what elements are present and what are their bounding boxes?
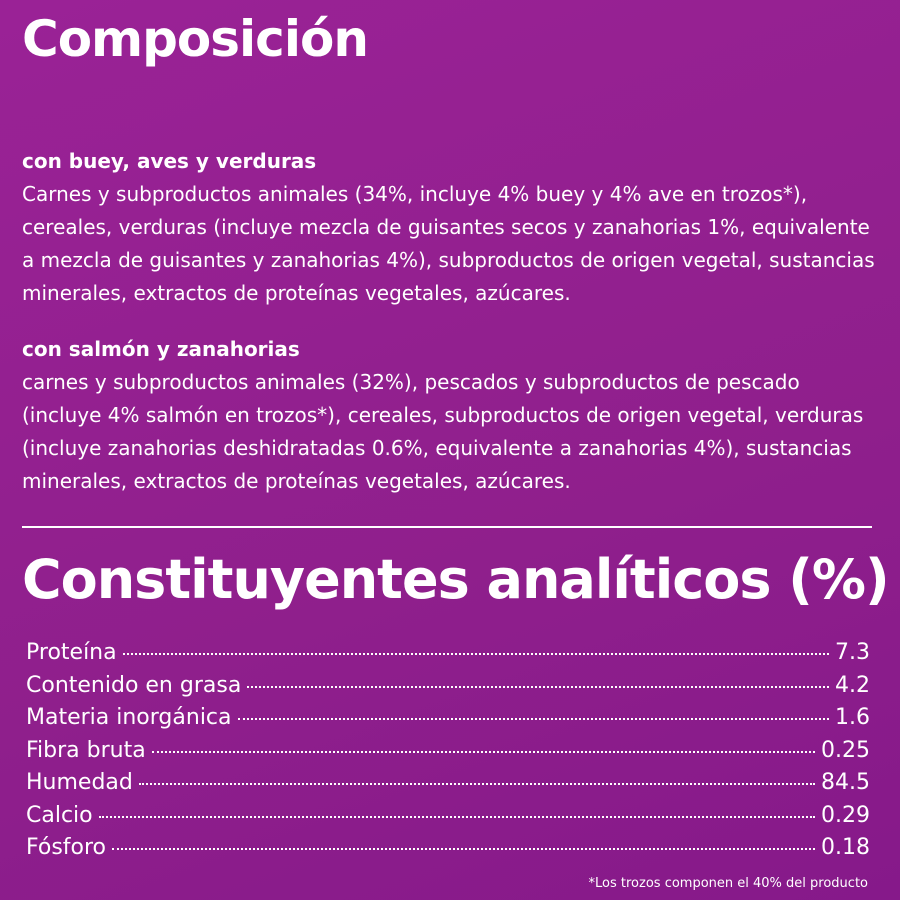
row-value: 4.2 (835, 672, 870, 698)
row-label: Contenido en grasa (26, 672, 242, 698)
analysis-title: Constituyentes analíticos (%) (22, 548, 890, 611)
divider (22, 526, 872, 528)
row-value: 7.3 (835, 640, 870, 665)
composition-section: con buey, aves y verduras Carnes y subpr… (22, 145, 882, 310)
row-label: Fósforo (26, 835, 107, 860)
composition-title: Composición (22, 10, 369, 68)
dot-leader (122, 653, 829, 655)
dot-leader (112, 848, 816, 850)
row-label: Proteína (26, 640, 117, 665)
section-text: carnes y subproductos animales (32%), pe… (22, 370, 864, 493)
analysis-row: Materia inorgánica 1.6 (26, 705, 870, 738)
analysis-row: Contenido en grasa 4.2 (26, 673, 870, 706)
analysis-row: Calcio 0.29 (26, 803, 870, 836)
dot-leader (247, 685, 829, 688)
row-value: 0.29 (821, 802, 870, 828)
row-label: Fibra bruta (26, 737, 146, 763)
row-value: 84.5 (821, 770, 870, 795)
row-value: 1.6 (835, 705, 870, 730)
footnote: *Los trozos componen el 40% del producto (588, 876, 868, 891)
section-text: Carnes y subproductos animales (34%, inc… (22, 182, 875, 305)
analysis-table: Proteína 7.3 Contenido en grasa 4.2 Materia … (26, 640, 870, 868)
dot-leader (138, 783, 816, 785)
analysis-row: Fibra bruta 0.25 (26, 738, 870, 771)
dot-leader (151, 750, 816, 753)
section-heading: con buey, aves y verduras (22, 149, 317, 173)
row-value: 0.18 (821, 835, 870, 860)
row-label: Materia inorgánica (26, 705, 232, 730)
analysis-row: Proteína 7.3 (26, 640, 870, 673)
row-label: Calcio (26, 802, 93, 828)
analysis-row: Fósforo 0.18 (26, 835, 870, 868)
section-heading: con salmón y zanahorias (22, 337, 300, 361)
row-value: 0.25 (821, 737, 870, 763)
dot-leader (98, 815, 816, 818)
dot-leader (237, 718, 829, 720)
analysis-row: Humedad 84.5 (26, 770, 870, 803)
composition-section: con salmón y zanahorias carnes y subprod… (22, 333, 882, 498)
row-label: Humedad (26, 770, 133, 795)
